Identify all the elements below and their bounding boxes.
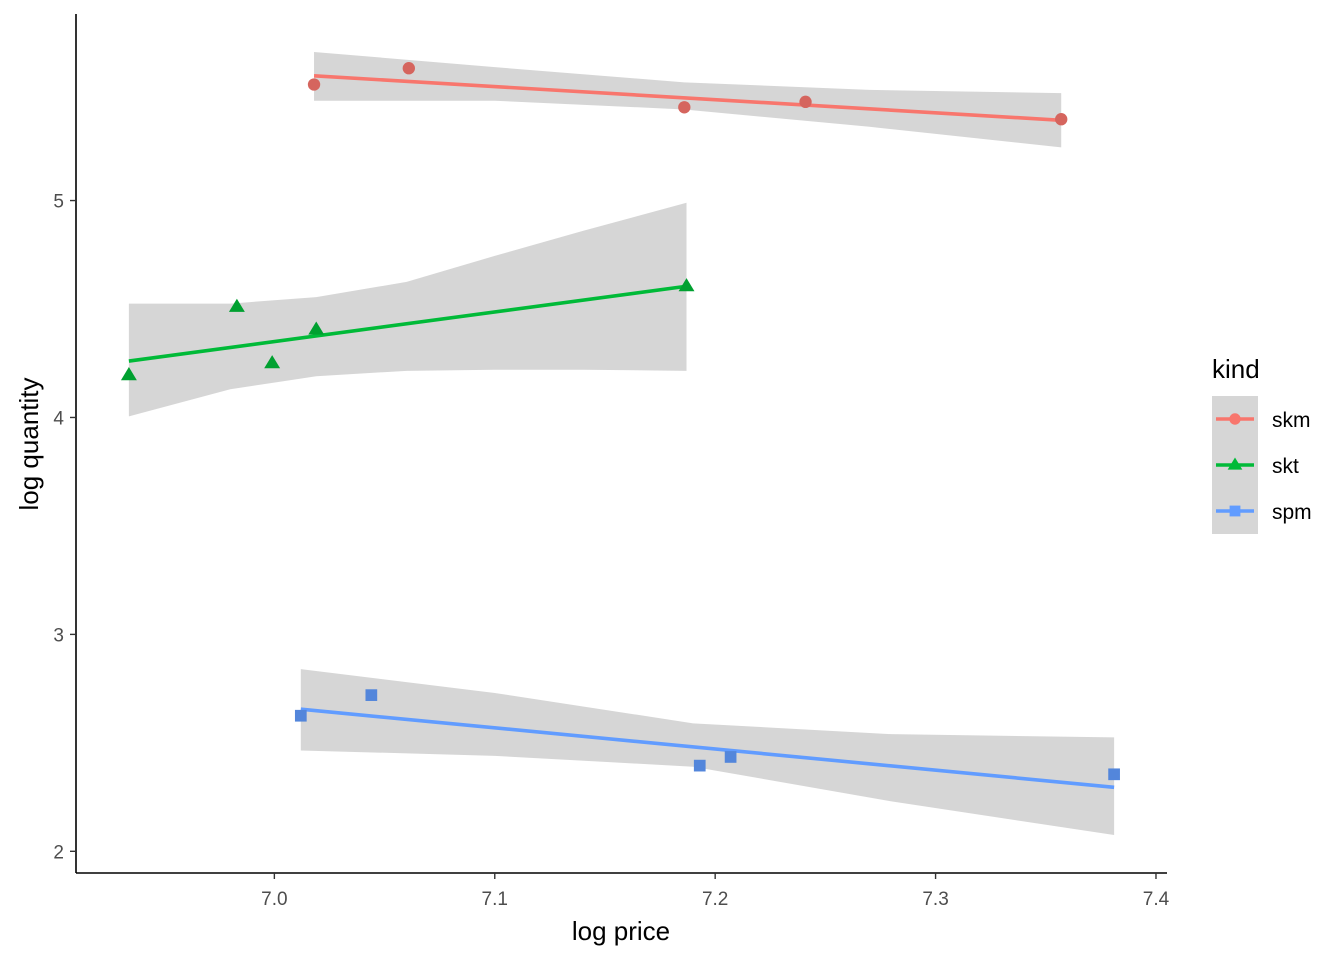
x-tick-label-7.2: 7.2 <box>702 889 728 910</box>
data-point-skm-3 <box>678 101 691 114</box>
x-ticks: 7.0 7.1 7.2 7.3 7.4 <box>261 873 1170 910</box>
y-tick-label-5: 5 <box>53 192 64 213</box>
fit-line-skt <box>128 284 687 363</box>
bands-layer <box>128 51 1115 836</box>
x-tick-label-7: 7.0 <box>261 889 287 910</box>
legend-title: kind <box>1212 354 1260 384</box>
data-point-spm-4 <box>724 751 737 763</box>
legend: kind skm skt spm <box>1212 354 1312 534</box>
legend-key-marker-skt <box>1227 457 1243 470</box>
data-point-spm-5 <box>1108 768 1120 781</box>
y-axis-title: log quantity <box>14 378 44 511</box>
data-point-spm-3 <box>693 759 706 772</box>
x-axis-title: log price <box>572 916 670 946</box>
data-point-skm-2 <box>402 62 415 75</box>
data-point-skm-5 <box>1055 113 1068 126</box>
fit-line-spm <box>300 707 1115 790</box>
y-tick-label-4: 4 <box>53 408 64 429</box>
data-point-spm-1 <box>294 709 307 722</box>
data-point-spm-2 <box>365 689 378 701</box>
x-tick-label-7.3: 7.3 <box>922 889 948 910</box>
legend-label-skt: skt <box>1272 455 1299 478</box>
legend-label-spm: spm <box>1272 501 1312 524</box>
fit-lines-layer <box>128 74 1115 790</box>
confidence-band-spm <box>300 669 1115 836</box>
x-tick-label-7.1: 7.1 <box>482 889 508 910</box>
legend-label-skm: skm <box>1272 409 1311 432</box>
points-layer <box>120 62 1120 781</box>
y-ticks: 2 3 4 5 <box>53 192 76 863</box>
data-point-skt-5 <box>678 278 695 292</box>
y-tick-label-3: 3 <box>53 625 64 646</box>
data-point-skm-1 <box>307 78 321 91</box>
x-tick-label-7.4: 7.4 <box>1143 889 1170 910</box>
fit-line-skm <box>313 74 1062 123</box>
data-point-skt-1 <box>120 367 137 381</box>
y-tick-label-2: 2 <box>53 842 64 863</box>
data-point-skt-2 <box>228 298 245 312</box>
legend-key-marker-spm <box>1229 505 1241 517</box>
data-point-skt-4 <box>308 321 325 335</box>
confidence-band-skt <box>128 202 687 417</box>
data-point-skm-4 <box>799 95 812 109</box>
data-point-skt-3 <box>264 355 281 369</box>
legend-key-marker-skm <box>1229 413 1241 425</box>
